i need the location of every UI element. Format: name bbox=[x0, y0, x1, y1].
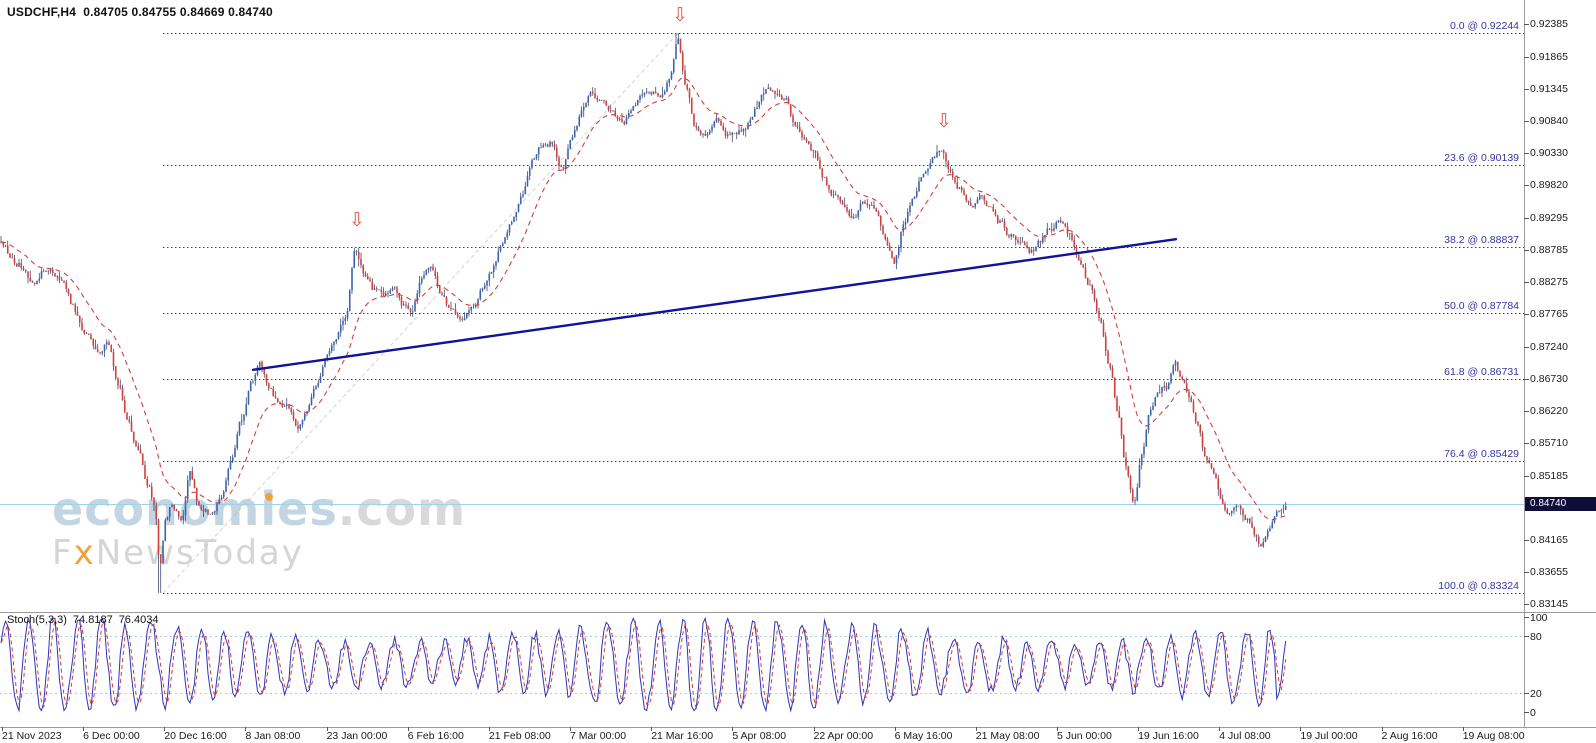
fib-level-label: 23.6 @ 0.90139 bbox=[1444, 152, 1519, 165]
price-tick-label: 0.92385 bbox=[1530, 18, 1568, 31]
price-tick-label: 0.88785 bbox=[1530, 244, 1568, 257]
price-tick-label: 0.89820 bbox=[1530, 179, 1568, 192]
price-tick-label: 0.90330 bbox=[1530, 147, 1568, 160]
fib-level-label: 61.8 @ 0.86731 bbox=[1444, 366, 1519, 379]
current-price-badge: 0.84740 bbox=[1525, 497, 1596, 512]
price-tick-label: 0.85185 bbox=[1530, 470, 1568, 483]
fib-level-label: 100.0 @ 0.83324 bbox=[1438, 579, 1519, 592]
time-tick-label: 23 Jan 00:00 bbox=[326, 730, 388, 742]
indicator-main-value: 74.8187 bbox=[72, 614, 113, 626]
stoch-tick-label: 0 bbox=[1530, 707, 1536, 719]
time-tick-label: 4 Jul 08:00 bbox=[1219, 730, 1271, 742]
price-tick-label: 0.91865 bbox=[1530, 50, 1568, 63]
time-tick-label: 21 Feb 08:00 bbox=[488, 730, 551, 742]
price-tick-label: 0.88275 bbox=[1530, 276, 1568, 289]
symbol-ohlc-title: USDCHF,H4 0.84705 0.84755 0.84669 0.8474… bbox=[7, 5, 273, 19]
indicator-name: Stoch(5,3,3) bbox=[7, 614, 67, 626]
price-tick-label: 0.83655 bbox=[1530, 566, 1568, 579]
time-tick-label: 2 Aug 16:00 bbox=[1381, 730, 1438, 742]
sell-signal-down-arrow-icon: ⇩ bbox=[349, 210, 365, 231]
stoch-tick-label: 20 bbox=[1530, 688, 1542, 700]
time-tick-label: 5 Apr 08:00 bbox=[732, 730, 787, 742]
time-tick-label: 21 Nov 2023 bbox=[2, 730, 62, 742]
price-tick-label: 0.87765 bbox=[1530, 308, 1568, 321]
fib-level-label: 50.0 @ 0.87784 bbox=[1444, 299, 1519, 312]
indicator-signal-value: 76.4034 bbox=[118, 614, 159, 626]
price-tick-label: 0.86730 bbox=[1530, 373, 1568, 386]
fib-level-label: 76.4 @ 0.85429 bbox=[1444, 447, 1519, 460]
sell-signal-down-arrow-icon: ⇩ bbox=[936, 111, 952, 132]
time-tick-label: 19 Aug 08:00 bbox=[1462, 730, 1525, 742]
time-tick-label: 6 Feb 16:00 bbox=[407, 730, 464, 742]
price-tick-label: 0.91345 bbox=[1530, 83, 1568, 96]
indicator-label: Stoch(5,3,3) 74.8187 76.4034 bbox=[7, 614, 164, 626]
price-tick-label: 0.89295 bbox=[1530, 212, 1568, 225]
price-tick-label: 0.83145 bbox=[1530, 598, 1568, 611]
sell-signal-down-arrow-icon: ⇩ bbox=[672, 5, 688, 26]
stoch-tick-label: 80 bbox=[1530, 631, 1542, 643]
time-tick-label: 22 Apr 00:00 bbox=[813, 730, 874, 742]
price-tick-label: 0.85710 bbox=[1530, 437, 1568, 450]
time-tick-label: 8 Jan 08:00 bbox=[245, 730, 301, 742]
price-tick-label: 0.86220 bbox=[1530, 405, 1568, 418]
time-tick-label: 6 May 16:00 bbox=[894, 730, 953, 742]
time-tick-label: 6 Dec 00:00 bbox=[83, 730, 140, 742]
price-tick-label: 0.87240 bbox=[1530, 341, 1568, 354]
time-tick-label: 21 Mar 16:00 bbox=[651, 730, 714, 742]
fib-level-label: 38.2 @ 0.88837 bbox=[1444, 233, 1519, 246]
time-tick-label: 20 Dec 16:00 bbox=[164, 730, 227, 742]
time-tick-label: 7 Mar 00:00 bbox=[570, 730, 627, 742]
price-tick-label: 0.84165 bbox=[1530, 534, 1568, 547]
time-tick-label: 19 Jun 16:00 bbox=[1138, 730, 1199, 742]
price-tick-label: 0.90840 bbox=[1530, 115, 1568, 128]
stoch-tick-label: 100 bbox=[1530, 612, 1548, 624]
time-tick-label: 21 May 08:00 bbox=[975, 730, 1040, 742]
time-tick-label: 5 Jun 00:00 bbox=[1056, 730, 1112, 742]
fib-level-label: 0.0 @ 0.92244 bbox=[1449, 20, 1519, 32]
time-tick-label: 19 Jul 00:00 bbox=[1300, 730, 1358, 742]
